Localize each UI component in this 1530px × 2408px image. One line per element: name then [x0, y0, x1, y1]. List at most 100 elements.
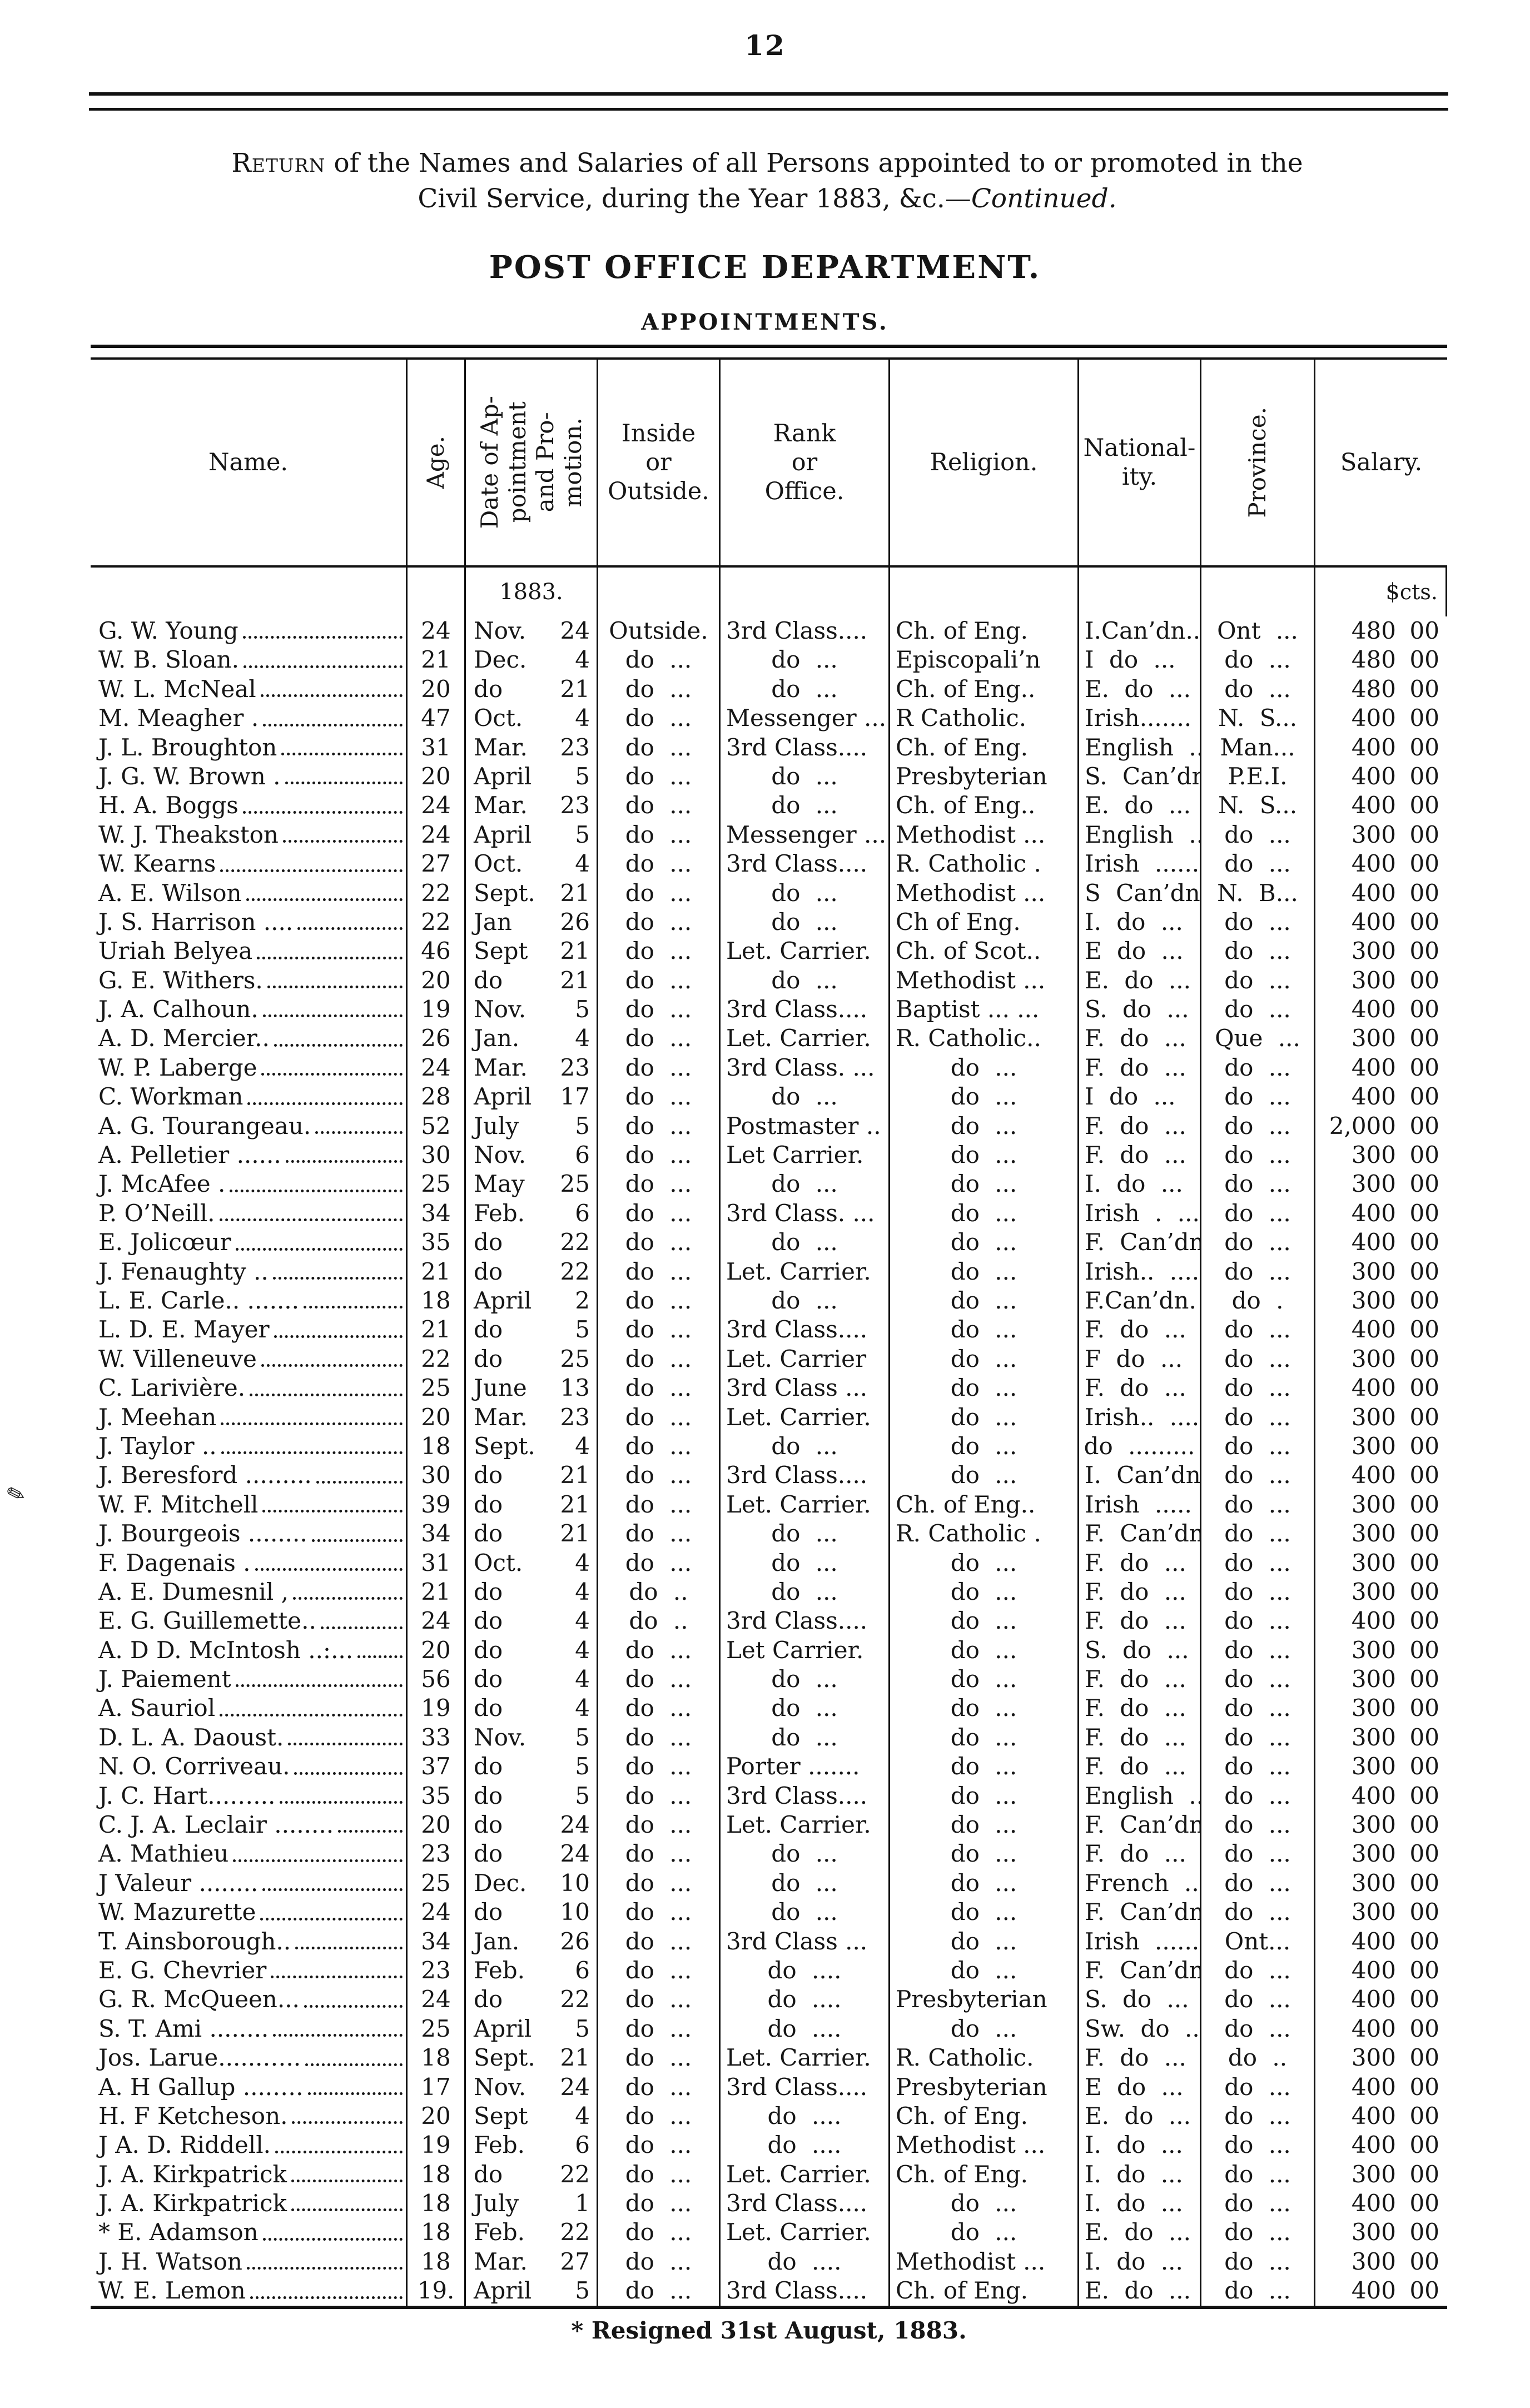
person-name: W. J. Theakston — [98, 820, 279, 848]
cell-province: Man... — [1201, 733, 1315, 762]
dot-leader — [230, 1189, 403, 1192]
salary-cents: 00 — [1409, 1549, 1439, 1576]
cell-nationality: F. do ... — [1079, 1141, 1201, 1170]
dot-leader — [235, 1684, 403, 1688]
date-month: Jan. — [474, 1927, 520, 1955]
date-month: Mar. — [474, 733, 528, 761]
cell-name: E. G. Guillemette.. — [91, 1606, 408, 1636]
date-day: 4 — [575, 1024, 590, 1052]
cell-date: do 21 — [466, 1490, 598, 1520]
salary-cents: 00 — [1409, 1461, 1439, 1489]
cell-inside-outside: do ... — [598, 1344, 721, 1374]
column-header-date: Date of Ap- pointment and Pro- motion. — [466, 360, 598, 565]
person-name: J. L. Broughton — [98, 733, 277, 761]
cell-salary: 300 00 — [1315, 1636, 1447, 1665]
cell-religion: do ... — [890, 1198, 1079, 1228]
column-header-name: Name. — [91, 360, 408, 565]
cell-inside-outside: do ... — [598, 1286, 721, 1316]
person-name: C. Larivière. — [98, 1374, 246, 1402]
table-row: A. E. Wilson 22 Sept. 21 do ... do ... Methodi… — [91, 878, 1447, 908]
cell-inside-outside: do ... — [598, 1810, 721, 1840]
person-name: G. R. McQueen... — [98, 1986, 300, 2013]
cell-date: do 4 — [466, 1665, 598, 1694]
cell-nationality: Irish ...... — [1079, 849, 1201, 879]
person-name: W. L. McNeal — [98, 675, 256, 703]
cell-nationality: S. do ... — [1079, 1635, 1201, 1665]
table-row: G. R. McQueen... 24 do 22 do ... do .... Presb… — [91, 1985, 1447, 2014]
salary-dollars: 400 — [1351, 996, 1396, 1023]
date-day: 5 — [575, 2014, 590, 2042]
cell-name: J. A. Kirkpatrick — [91, 2160, 408, 2190]
table-row: W. Mazurette 24 do 10 do ... do ... do ... F. C… — [91, 1898, 1447, 1927]
date-day: 21 — [560, 1490, 590, 1518]
table-row: J. Taylor .. 18 Sept. 4 do ... do ... do ... do… — [91, 1431, 1447, 1461]
cell-province: do ... — [1201, 2189, 1315, 2218]
cell-religion: do ... — [890, 2189, 1079, 2218]
cell-salary: 300 00 — [1315, 2247, 1447, 2276]
cell-inside-outside: do ... — [598, 1490, 721, 1520]
date-month: May — [474, 1170, 525, 1198]
salary-cents: 00 — [1409, 1956, 1439, 1984]
cell-nationality: F. do ... — [1079, 1111, 1201, 1141]
cell-name: P. O’Neill. — [91, 1198, 408, 1228]
table-row: M. Meagher . 47 Oct. 4 do ... Messenger ... R … — [91, 704, 1447, 733]
table-body: G. W. Young 24 Nov. 24 Outside. 3rd Class....… — [91, 616, 1447, 2306]
cell-province: do ... — [1201, 2218, 1315, 2247]
person-name: F. Dagenais . — [98, 1549, 251, 1576]
cell-religion: do ... — [890, 2218, 1079, 2247]
dot-leader — [316, 1480, 403, 1484]
person-name: W. Villeneuve — [98, 1345, 257, 1372]
date-month: do — [474, 1520, 503, 1548]
salary-cents: 00 — [1409, 762, 1439, 790]
cell-date: do 22 — [466, 2160, 598, 2190]
salary-cents: 00 — [1409, 1228, 1439, 1256]
cell-rank: do ... — [721, 1286, 890, 1316]
dot-leader — [242, 636, 403, 639]
dot-leader — [242, 810, 403, 814]
cell-religion: Ch. of Scot.. — [890, 937, 1079, 966]
cell-age: 20 — [408, 1402, 466, 1432]
date-month: Sept — [474, 937, 528, 965]
cell-rank: 3rd Class.... — [721, 1315, 890, 1345]
person-name: E. G. Guillemette.. — [98, 1607, 316, 1635]
dot-leader — [304, 1306, 403, 1309]
table-row: A. Mathieu 23 do 24 do ... do ... do ... F. do … — [91, 1839, 1447, 1869]
dot-leader — [320, 1626, 403, 1629]
cell-date: do 5 — [466, 1315, 598, 1345]
dot-leader — [219, 1218, 403, 1222]
cell-inside-outside: do ... — [598, 2101, 721, 2131]
cell-salary: 400 00 — [1315, 704, 1447, 733]
date-month: July — [474, 2190, 519, 2217]
cell-nationality: F. do ... — [1079, 1548, 1201, 1578]
table-row: J A. D. Riddell. 19 Feb. 6 do ... do .... Meth… — [91, 2131, 1447, 2160]
cell-age: 30 — [408, 1141, 466, 1170]
cell-rank: Let. Carrier. — [721, 2218, 890, 2247]
cell-inside-outside: do .. — [598, 1577, 721, 1607]
cell-salary: 400 00 — [1315, 762, 1447, 791]
cell-province: do ... — [1201, 1402, 1315, 1432]
cell-province: do ... — [1201, 820, 1315, 850]
cell-name: L. D. E. Mayer — [91, 1315, 408, 1345]
date-month: Nov. — [474, 2073, 526, 2101]
cell-religion: do ... — [890, 1228, 1079, 1257]
cell-province: N. B... — [1201, 878, 1315, 908]
cell-nationality: F. do ... — [1079, 1577, 1201, 1607]
date-month: do — [474, 1811, 503, 1839]
cell-inside-outside: do ... — [598, 2276, 721, 2306]
person-name: W. P. Laberge — [98, 1053, 257, 1081]
cell-religion: do ... — [890, 2014, 1079, 2044]
date-day: 6 — [575, 2131, 590, 2159]
cell-religion: Ch. of Eng. — [890, 616, 1079, 646]
dot-leader — [282, 840, 403, 843]
cell-nationality: French .... — [1079, 1868, 1201, 1898]
salary-cents: 00 — [1409, 1636, 1439, 1664]
cell-date: do 22 — [466, 1985, 598, 2014]
cell-province: do ... — [1201, 2247, 1315, 2277]
table-row: W. Villeneuve 22 do 25 do ... Let. Carrier do … — [91, 1344, 1447, 1374]
cell-inside-outside: do ... — [598, 2189, 721, 2218]
cell-inside-outside: do ... — [598, 995, 721, 1024]
cell-salary: 300 00 — [1315, 2160, 1447, 2189]
cell-age: 21 — [408, 1577, 466, 1607]
cell-inside-outside: do ... — [598, 1053, 721, 1083]
cell-province: do . — [1201, 1286, 1315, 1316]
